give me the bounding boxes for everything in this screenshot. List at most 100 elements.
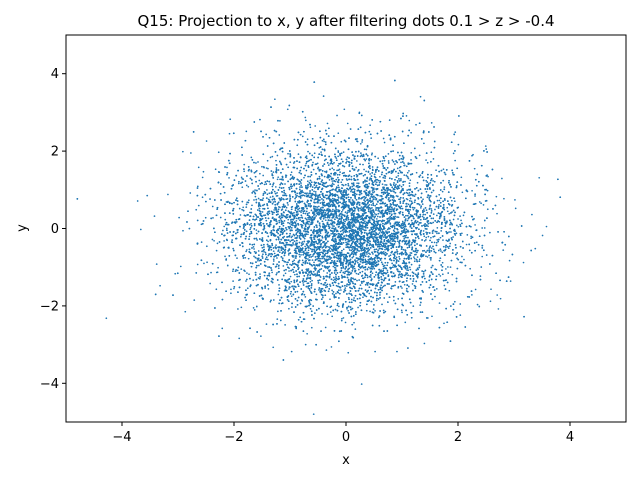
scatter-point [310,209,313,212]
scatter-point [283,235,286,238]
scatter-point [246,287,249,290]
scatter-point [340,319,343,322]
scatter-point [290,280,293,283]
scatter-point [278,264,280,267]
scatter-point [262,174,265,177]
scatter-point [282,265,285,267]
scatter-point [259,118,261,121]
scatter-point [355,166,357,169]
scatter-point [259,212,262,215]
scatter-point [445,268,447,270]
scatter-point [274,98,276,101]
scatter-point [391,240,394,243]
scatter-point [322,270,325,272]
scatter-point [365,158,368,160]
scatter-point [219,216,222,219]
scatter-point [370,158,373,161]
scatter-point [301,251,303,253]
scatter-point [428,198,430,200]
scatter-point [391,159,394,161]
scatter-point [328,234,331,237]
scatter-point [441,190,444,193]
scatter-point [370,137,373,140]
scatter-point [365,170,367,173]
scatter-point [306,138,309,141]
scatter-point [333,183,335,186]
scatter-point [263,183,266,186]
scatter-point [277,169,280,171]
scatter-point [326,283,329,286]
scatter-point [332,279,335,282]
scatter-point [295,257,297,259]
scatter-point [440,250,442,252]
scatter-point [226,166,228,169]
scatter-point [419,311,422,314]
scatter-point [353,267,356,270]
scatter-point [236,257,238,259]
scatter-point [332,208,334,211]
scatter-point [301,241,304,243]
scatter-point [438,199,441,202]
scatter-point [277,176,280,179]
scatter-point [189,192,192,194]
scatter-point [196,263,199,266]
scatter-point [223,225,226,228]
scatter-point [454,234,457,236]
scatter-point [331,282,334,285]
scatter-point [356,140,359,143]
scatter-point [386,235,389,238]
scatter-point [489,231,491,234]
scatter-point [438,302,441,304]
scatter-point [275,244,277,247]
scatter-point [255,162,257,164]
scatter-point [484,145,487,147]
scatter-point [215,271,218,274]
scatter-point [364,222,367,225]
scatter-point [274,186,277,188]
scatter-point [331,315,334,318]
scatter-point [377,208,380,211]
scatter-point [297,248,300,251]
scatter-point [323,175,326,178]
scatter-point [233,287,235,290]
scatter-point [261,165,263,168]
scatter-point [341,317,343,320]
scatter-point [457,225,460,228]
scatter-point [366,263,368,265]
scatter-point [342,317,345,319]
scatter-point [404,218,407,220]
scatter-point [427,225,429,228]
scatter-point [326,122,329,125]
scatter-point [374,274,377,276]
scatter-point [345,178,348,180]
scatter-point [247,199,250,202]
scatter-point [432,158,435,160]
scatter-point [410,131,412,134]
scatter-point [239,214,242,216]
scatter-point [432,180,434,182]
scatter-point [396,240,399,243]
scatter-point [401,311,403,314]
scatter-point [340,181,343,184]
scatter-point [324,211,327,214]
scatter-point [384,184,386,186]
scatter-point [385,230,387,232]
scatter-point [419,174,422,177]
scatter-point [204,216,207,219]
scatter-point [294,247,297,250]
scatter-point [426,256,429,258]
scatter-point [320,207,322,209]
scatter-point [404,321,407,324]
scatter-point [393,207,396,210]
scatter-point [293,273,296,276]
scatter-point [232,280,234,282]
scatter-point [409,179,412,182]
scatter-point [253,199,255,201]
scatter-point [410,263,413,266]
scatter-point [277,232,280,235]
scatter-point [406,219,409,222]
scatter-point [361,270,364,273]
scatter-point [417,272,420,274]
scatter-point [335,279,337,282]
scatter-point [202,170,205,173]
